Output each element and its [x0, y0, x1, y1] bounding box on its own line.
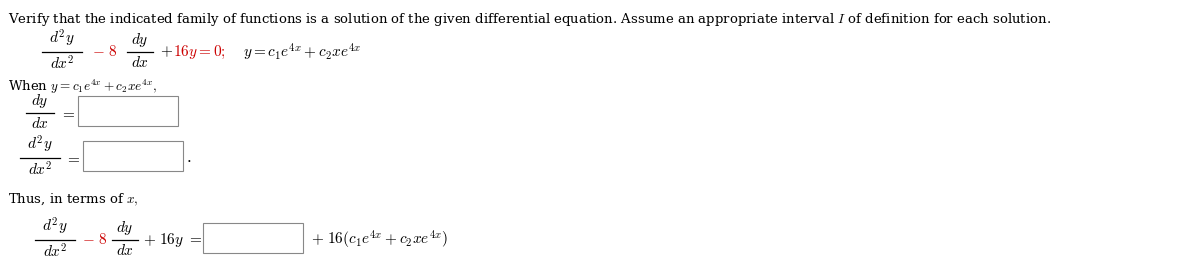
Text: $y = c_1e^{4x} + c_2xe^{4x}$: $y = c_1e^{4x} + c_2xe^{4x}$: [244, 42, 361, 62]
Text: $dx^2$: $dx^2$: [43, 243, 67, 261]
FancyBboxPatch shape: [203, 223, 302, 253]
Text: $dx$: $dx$: [116, 243, 134, 258]
Text: $d^2y$: $d^2y$: [28, 134, 53, 155]
Text: $dx$: $dx$: [131, 55, 149, 70]
Text: $=$: $=$: [65, 151, 80, 165]
Text: .: .: [187, 151, 192, 165]
Text: When $y = c_1e^{4x} + c_2xe^{4x},$: When $y = c_1e^{4x} + c_2xe^{4x},$: [8, 78, 157, 96]
Text: $=$: $=$: [60, 106, 76, 120]
Text: $+\ 16(c_1e^{4x} + c_2xe^{4x})$: $+\ 16(c_1e^{4x} + c_2xe^{4x})$: [311, 229, 448, 251]
Text: $dx^2$: $dx^2$: [49, 55, 74, 73]
Text: $dy$: $dy$: [131, 31, 149, 49]
Text: $dy$: $dy$: [116, 219, 133, 237]
Text: $dy$: $dy$: [31, 92, 49, 110]
Text: $+\ $: $+\ $: [160, 45, 173, 59]
Text: $+\ 16y\ =$: $+\ 16y\ =$: [143, 231, 203, 249]
Text: $-\ 8$: $-\ 8$: [82, 233, 107, 248]
Text: $dx^2$: $dx^2$: [28, 161, 53, 179]
Text: $dx$: $dx$: [31, 116, 49, 131]
Text: $-\ 8$: $-\ 8$: [92, 44, 118, 59]
FancyBboxPatch shape: [78, 96, 178, 126]
Text: $d^2y$: $d^2y$: [42, 216, 68, 237]
Text: Verify that the indicated family of functions is a solution of the given differe: Verify that the indicated family of func…: [8, 11, 1051, 28]
FancyBboxPatch shape: [83, 141, 182, 171]
Text: Thus, in terms of $x,$: Thus, in terms of $x,$: [8, 192, 138, 208]
Text: $d^2y$: $d^2y$: [49, 28, 74, 49]
Text: $16y = 0;$: $16y = 0;$: [173, 43, 226, 61]
